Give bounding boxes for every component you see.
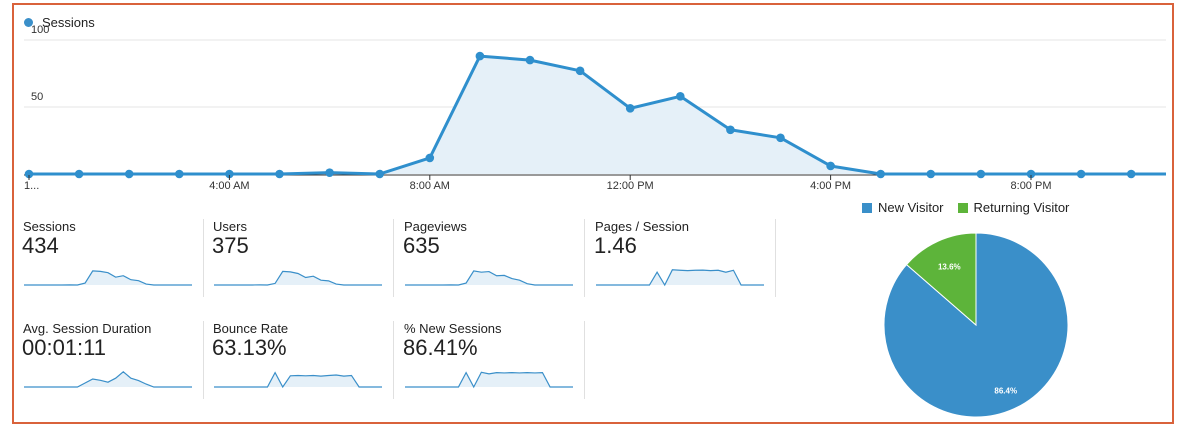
data-point <box>876 169 885 179</box>
x-tick-label: 4:00 PM <box>810 180 851 192</box>
metric-value: 1.46 <box>594 233 637 258</box>
metric-tile[interactable]: Pages / Session 1.46 <box>594 219 775 305</box>
y-tick-label: 50 <box>31 91 43 103</box>
data-point <box>926 169 936 179</box>
metric-tile[interactable]: Bounce Rate 63.13% <box>212 321 393 407</box>
metric-sparkline <box>214 371 382 389</box>
sessions-legend-dot <box>24 18 33 27</box>
metric-divider <box>203 219 204 297</box>
data-point <box>826 161 835 171</box>
metric-label: % New Sessions <box>404 321 502 336</box>
new-visitor-swatch <box>862 202 872 213</box>
sparkline-fill <box>214 271 382 285</box>
data-point <box>525 55 535 65</box>
sparkline-line <box>24 371 192 388</box>
y-tick-label: 100 <box>31 24 49 36</box>
data-point <box>625 104 635 113</box>
metric-sparkline <box>596 269 764 287</box>
returning-visitor-swatch <box>957 202 968 213</box>
sparkline-fill <box>405 270 573 285</box>
metric-value: 635 <box>403 233 440 258</box>
metric-value: 00:01:11 <box>22 335 107 360</box>
data-point <box>726 125 735 135</box>
sparkline-line <box>214 270 382 286</box>
x-tick-label: 12:00 PM <box>607 180 654 192</box>
metric-divider <box>584 219 585 297</box>
sparkline-fill <box>596 269 764 285</box>
sparkline-fill <box>24 270 192 285</box>
sparkline-line <box>214 371 382 389</box>
metric-label: Pageviews <box>404 219 467 234</box>
data-point <box>24 169 34 179</box>
metric-label: Sessions <box>23 219 76 234</box>
x-tick-label: 1... <box>24 180 39 192</box>
metric-divider <box>203 321 204 399</box>
chart-legend[interactable]: Sessions <box>24 15 95 30</box>
metric-label: Avg. Session Duration <box>23 321 152 336</box>
sessions-legend-label: Sessions <box>42 15 95 30</box>
metric-divider <box>775 219 776 297</box>
metric-sparkline <box>24 371 192 388</box>
data-point <box>325 168 334 177</box>
data-point <box>425 153 435 163</box>
sessions-area-fill <box>29 56 1166 174</box>
sparkline-fill <box>405 372 573 387</box>
metric-tile[interactable]: Sessions 434 <box>22 219 203 305</box>
returning-visitor-label: Returning Visitor <box>973 200 1070 215</box>
sparkline-line <box>24 270 192 286</box>
sessions-line-chart[interactable]: 100 50 1... 4:00 AM 8:00 AM 12:00 PM 4:00 PM 8:… <box>0 0 1186 200</box>
metric-value: 434 <box>22 233 59 258</box>
metric-tile[interactable]: Pageviews 635 <box>403 219 584 305</box>
sparkline-line <box>405 270 573 286</box>
metric-divider <box>584 321 585 399</box>
sparkline-line <box>596 269 764 287</box>
data-point <box>475 51 485 61</box>
data-point <box>776 133 785 143</box>
data-point <box>225 169 234 179</box>
sparkline-line <box>405 371 573 389</box>
data-point <box>676 91 685 101</box>
metric-value: 375 <box>212 233 249 258</box>
metric-value: 86.41% <box>403 335 478 360</box>
data-point <box>976 169 986 179</box>
metric-tile[interactable]: Avg. Session Duration 00:01:11 <box>22 321 203 407</box>
data-point <box>124 169 134 179</box>
x-tick-label: 8:00 AM <box>410 180 450 192</box>
sparkline-fill <box>24 371 192 387</box>
data-point <box>1076 169 1086 179</box>
data-point <box>375 169 385 179</box>
data-point <box>74 169 84 179</box>
sessions-line <box>29 54 1166 176</box>
metric-sparkline <box>405 270 573 286</box>
pie-legend-new-visitor[interactable]: New Visitor <box>862 200 944 215</box>
data-point <box>275 169 284 179</box>
metric-tile[interactable]: Users 375 <box>212 219 393 305</box>
data-point <box>575 66 585 76</box>
new-visitor-label: New Visitor <box>878 200 944 215</box>
metric-label: Pages / Session <box>595 219 689 234</box>
x-tick-label: 8:00 PM <box>1011 180 1052 192</box>
metric-divider <box>393 219 394 297</box>
metric-value: 63.13% <box>212 335 287 360</box>
sparkline-fill <box>214 372 382 387</box>
metric-sparkline <box>24 270 192 286</box>
pie-legend-returning-visitor[interactable]: Returning Visitor <box>957 200 1070 215</box>
metric-label: Bounce Rate <box>213 321 289 336</box>
pie-legend[interactable]: New Visitor Returning Visitor <box>862 200 1083 215</box>
metric-label: Users <box>213 219 247 234</box>
x-tick-label: 4:00 AM <box>209 180 249 192</box>
data-point <box>1126 169 1136 179</box>
metric-tile[interactable]: % New Sessions 86.41% <box>403 321 584 407</box>
metric-sparkline <box>405 371 573 389</box>
data-point <box>175 169 184 179</box>
metric-sparkline <box>214 270 382 286</box>
data-point <box>1026 169 1036 179</box>
metric-divider <box>393 321 394 399</box>
